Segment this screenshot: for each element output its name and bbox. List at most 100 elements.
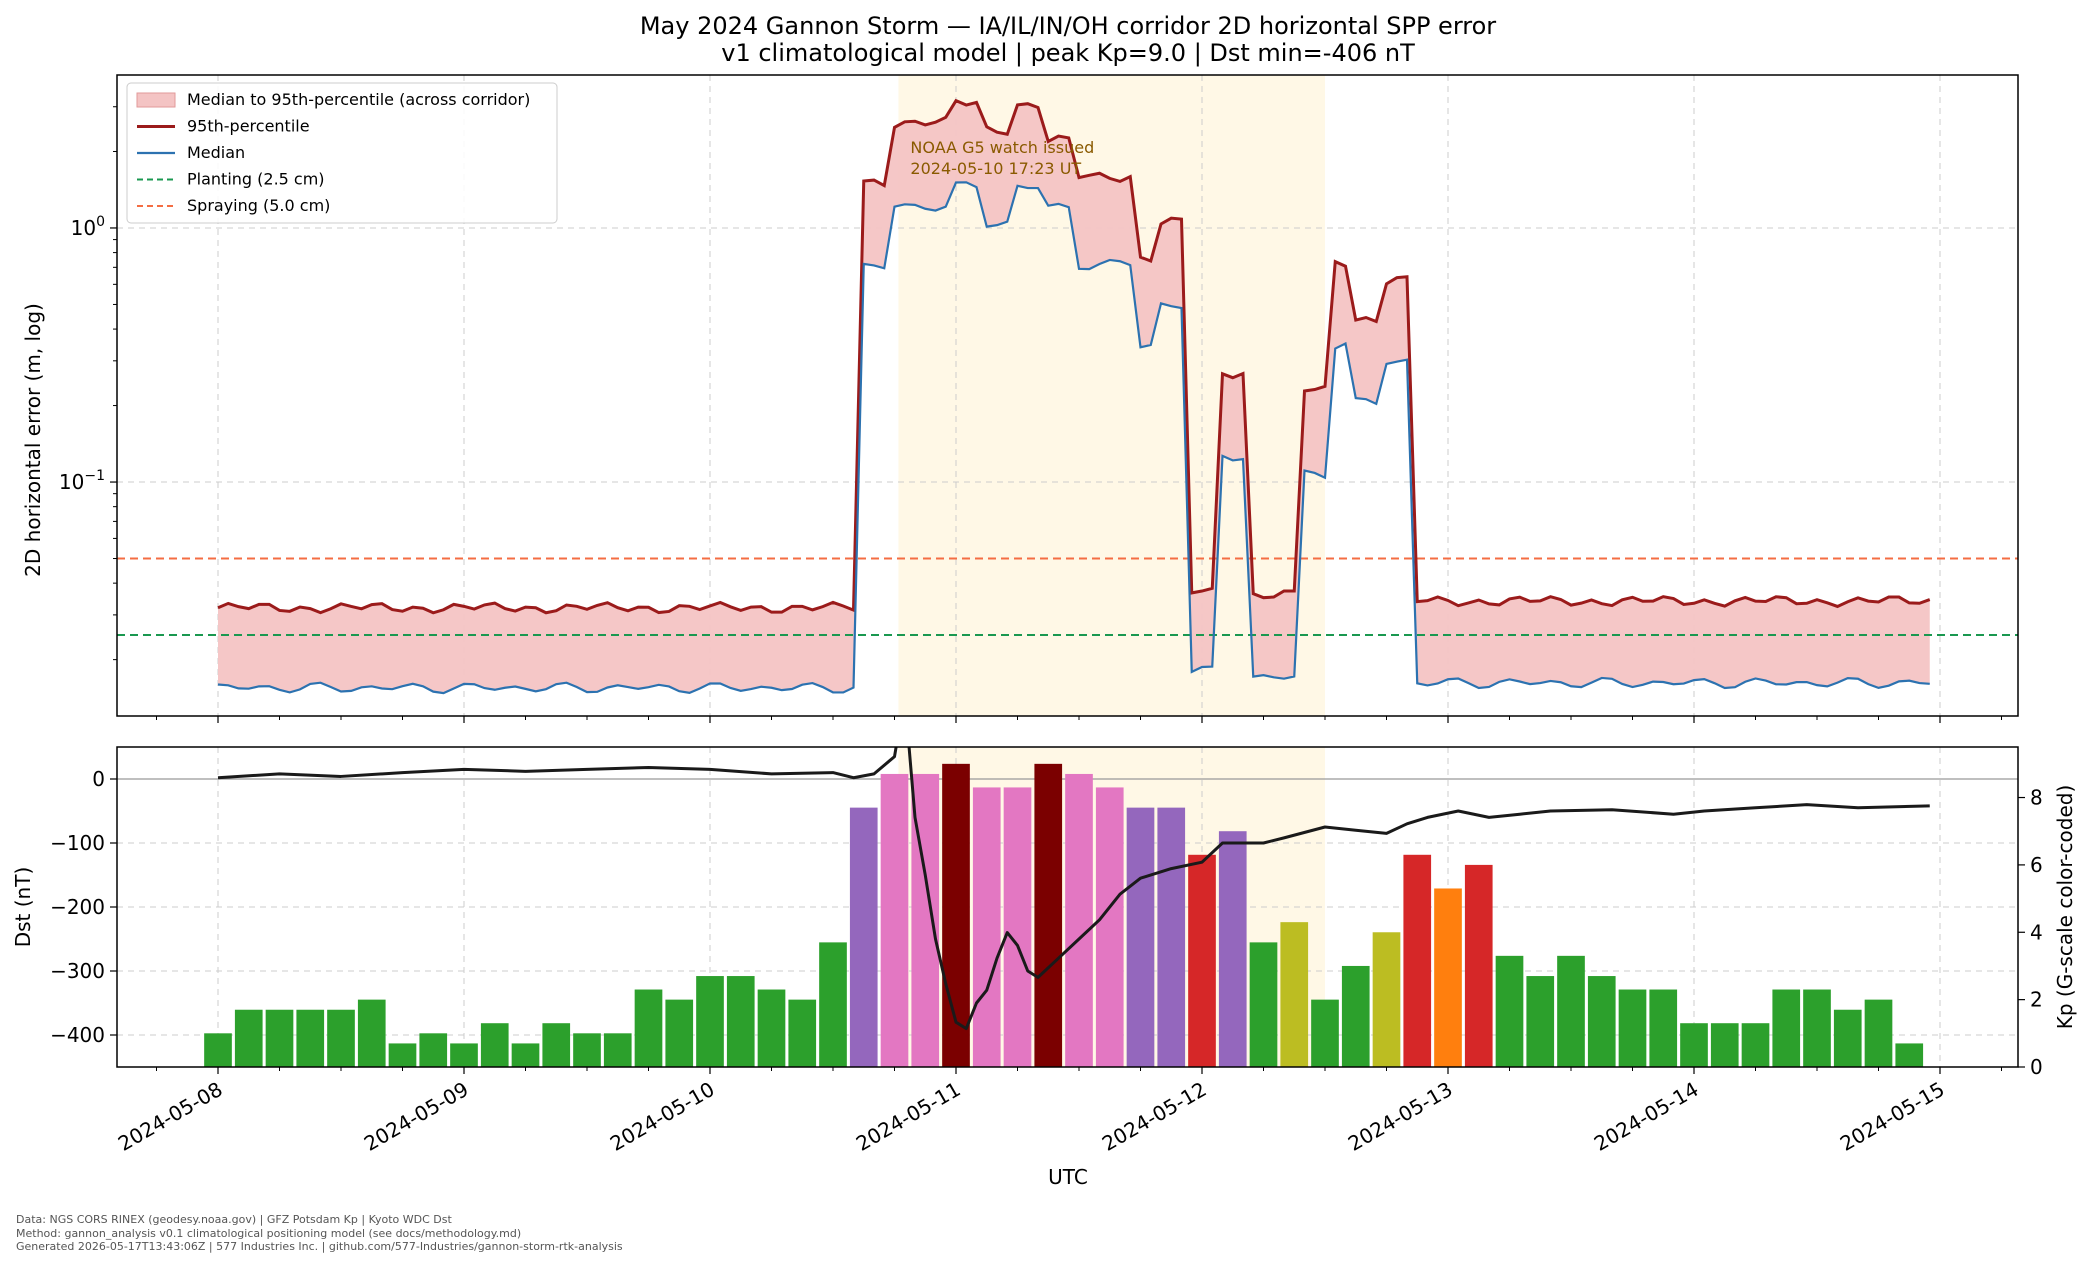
kp-bar bbox=[1772, 989, 1801, 1067]
kp-bar bbox=[1126, 807, 1155, 1067]
top-y-tick-exponent: 0 bbox=[96, 214, 105, 230]
error-panel-frame bbox=[116, 74, 2019, 717]
kp-bar bbox=[880, 773, 909, 1067]
kp-bar bbox=[788, 999, 817, 1067]
chart-title-line1: May 2024 Gannon Storm — IA/IL/IN/OH corr… bbox=[640, 12, 1496, 40]
median-to-p95-band bbox=[218, 100, 1930, 694]
top-y-tick-label: 10−1 bbox=[59, 468, 105, 494]
kp-dst-panel: 0 −100 −200 −300 −400 0 2 4 6 8 bbox=[50, 746, 2043, 1079]
kp-bar bbox=[1157, 807, 1186, 1067]
kp-bar bbox=[234, 1009, 263, 1067]
x-tick-label: 2024-05-13 bbox=[1344, 1077, 1457, 1156]
kp-bar bbox=[1495, 955, 1524, 1067]
median-line bbox=[217, 181, 1930, 695]
kp-bar bbox=[511, 1043, 540, 1067]
kp-bar bbox=[849, 807, 878, 1067]
dst-y-tick-label: −400 bbox=[50, 1023, 105, 1047]
x-tick-label: 2024-05-15 bbox=[1836, 1077, 1949, 1156]
kp-bar bbox=[634, 989, 663, 1067]
x-tick-label: 2024-05-09 bbox=[360, 1077, 473, 1156]
kp-bar bbox=[757, 989, 786, 1067]
kp-bar bbox=[419, 1033, 448, 1067]
footer-line-generated: Generated 2026-05-17T13:43:06Z | 577 Ind… bbox=[16, 1240, 623, 1253]
kp-bar bbox=[1372, 932, 1401, 1067]
kp-bar bbox=[1741, 1023, 1770, 1067]
kp-bar bbox=[1065, 773, 1093, 1067]
dst-line bbox=[217, 747, 1930, 1031]
kp-bar bbox=[1710, 1023, 1739, 1067]
kp-y-tick-label: 2 bbox=[2030, 988, 2043, 1012]
kp-bar bbox=[388, 1043, 417, 1067]
kp-bar bbox=[819, 942, 847, 1067]
kp-bar bbox=[1434, 888, 1462, 1067]
kp-bar bbox=[1003, 787, 1032, 1067]
kp-y-tick-label: 0 bbox=[2030, 1055, 2043, 1079]
kp-bar bbox=[1034, 763, 1063, 1067]
kp-bar bbox=[1680, 1023, 1708, 1067]
kp-bar bbox=[696, 976, 724, 1067]
kp-bar bbox=[1803, 989, 1831, 1067]
kp-bar bbox=[726, 976, 755, 1067]
dst-y-tick-label: 0 bbox=[92, 767, 105, 791]
footer-notes: Data: NGS CORS RINEX (geodesy.noaa.gov) … bbox=[16, 1213, 623, 1254]
kp-bar bbox=[1188, 854, 1216, 1067]
error-panel: NOAA G5 watch issued 2024-05-10 17:23 UT 1… bbox=[59, 74, 2019, 717]
kp-bar bbox=[665, 999, 694, 1067]
kp-bar bbox=[1618, 989, 1647, 1067]
x-axis-label: UTC bbox=[1048, 1165, 1088, 1189]
kp-y-tick-label: 6 bbox=[2030, 853, 2043, 877]
kp-bar bbox=[1649, 989, 1678, 1067]
legend-label-median: Median bbox=[187, 143, 245, 162]
kp-bar bbox=[204, 1033, 232, 1067]
kp-y-tick-label: 4 bbox=[2030, 920, 2043, 944]
legend-box bbox=[126, 82, 558, 224]
p95-line bbox=[217, 98, 1931, 615]
kp-bar bbox=[480, 1023, 509, 1067]
storm-annotation-line2: 2024-05-10 17:23 UT bbox=[910, 159, 1081, 178]
kp-y-tick-label: 8 bbox=[2030, 786, 2043, 810]
legend-label-median-to-95th-percentile-across-corridor: Median to 95th-percentile (across corrid… bbox=[187, 90, 530, 109]
kp-bar bbox=[1895, 1043, 1924, 1067]
top-y-tick-base: 10 bbox=[59, 470, 84, 494]
legend-label-95th-percentile: 95th-percentile bbox=[187, 117, 310, 136]
top-y-tick-label: 100 bbox=[71, 214, 105, 240]
x-tick-label: 2024-05-11 bbox=[852, 1077, 965, 1156]
x-tick-label: 2024-05-14 bbox=[1590, 1077, 1703, 1156]
kp-bar bbox=[1403, 854, 1432, 1067]
storm-annotation-line1: NOAA G5 watch issued bbox=[910, 138, 1094, 157]
top-y-tick-base: 10 bbox=[71, 216, 96, 240]
kp-bar bbox=[972, 787, 1001, 1067]
kp-bar bbox=[1341, 965, 1370, 1067]
kp-bar bbox=[265, 1009, 294, 1067]
kp-bar bbox=[1095, 787, 1124, 1067]
legend-label-spraying-5-0-cm: Spraying (5.0 cm) bbox=[187, 196, 330, 215]
x-tick-label: 2024-05-12 bbox=[1098, 1077, 1211, 1156]
top-y-tick-exponent: −1 bbox=[84, 468, 105, 484]
kp-y-axis-label: Kp (G-scale color-coded) bbox=[2053, 785, 2077, 1030]
kp-bar bbox=[1833, 1009, 1862, 1067]
dst-y-tick-label: −300 bbox=[50, 959, 105, 983]
kp-bar bbox=[1249, 942, 1278, 1067]
legend-swatch-median-to-95th-percentile-across-corridor bbox=[136, 92, 176, 108]
kp-bar bbox=[542, 1023, 571, 1067]
kp-bar bbox=[1557, 955, 1585, 1067]
kp-bar bbox=[573, 1033, 601, 1067]
dst-y-tick-label: −100 bbox=[50, 831, 105, 855]
kp-bar bbox=[357, 999, 386, 1067]
footer-line-method: Method: gannon_analysis v0.1 climatologi… bbox=[16, 1226, 522, 1240]
kp-bar bbox=[296, 1009, 325, 1067]
x-tick-label: 2024-05-10 bbox=[606, 1077, 719, 1156]
kp-bar bbox=[1587, 976, 1616, 1067]
kp-bar bbox=[1311, 999, 1339, 1067]
x-tick-label: 2024-05-08 bbox=[114, 1077, 227, 1156]
kp-bar bbox=[1464, 864, 1493, 1067]
dst-y-axis-label: Dst (nT) bbox=[11, 867, 35, 948]
kp-bar bbox=[1526, 976, 1555, 1067]
error-y-axis-label: 2D horizontal error (m, log) bbox=[21, 303, 45, 577]
kp-bar bbox=[327, 1009, 355, 1067]
kp-bar bbox=[1864, 999, 1893, 1067]
kp-bar bbox=[450, 1043, 478, 1067]
kp-bar bbox=[1280, 922, 1309, 1067]
